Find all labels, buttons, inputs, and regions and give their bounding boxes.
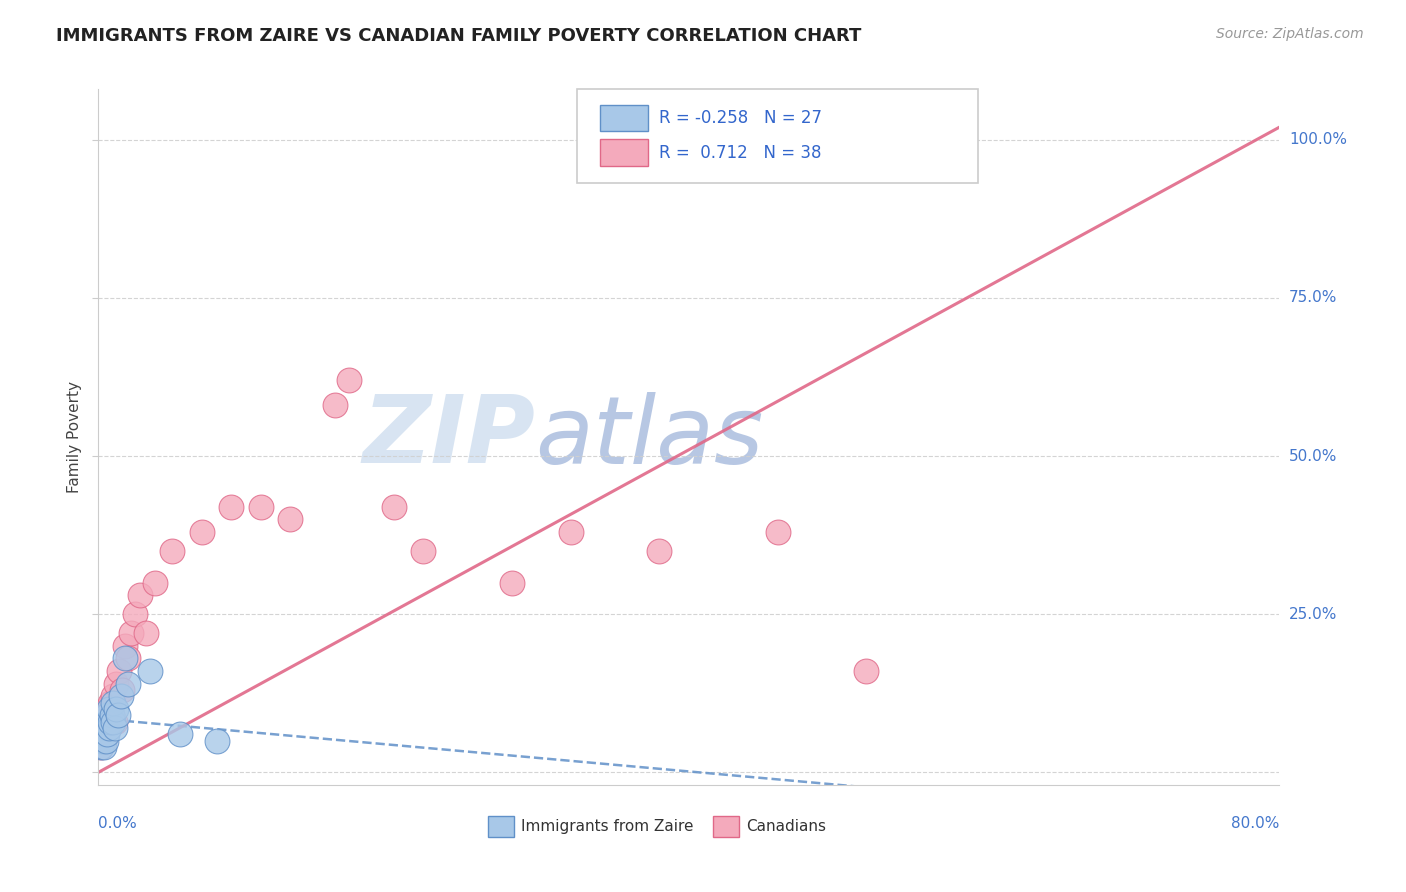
Point	[104, 721, 127, 735]
Text: 25.0%: 25.0%	[1289, 607, 1337, 622]
Text: 75.0%: 75.0%	[1289, 291, 1337, 305]
Text: 50.0%: 50.0%	[1289, 449, 1337, 464]
Point	[100, 708, 122, 723]
Point	[91, 714, 114, 729]
Point	[94, 721, 117, 735]
Point	[98, 696, 121, 710]
Point	[103, 690, 125, 704]
Text: R = -0.258   N = 27: R = -0.258 N = 27	[659, 109, 823, 127]
Point	[103, 714, 125, 729]
Point	[382, 500, 405, 514]
Text: Immigrants from Zaire: Immigrants from Zaire	[522, 819, 693, 834]
Point	[128, 588, 150, 602]
Point	[191, 524, 214, 539]
Text: Canadians: Canadians	[745, 819, 825, 834]
Text: Source: ZipAtlas.com: Source: ZipAtlas.com	[1216, 27, 1364, 41]
Point	[280, 512, 302, 526]
Point	[89, 733, 111, 747]
Point	[89, 733, 111, 747]
Point	[221, 500, 243, 514]
Point	[96, 708, 118, 723]
Point	[766, 524, 789, 539]
Text: R =  0.712   N = 38: R = 0.712 N = 38	[659, 144, 823, 161]
Point	[100, 708, 122, 723]
Point	[90, 739, 112, 754]
Point	[98, 714, 121, 729]
Point	[94, 721, 117, 735]
Point	[90, 727, 112, 741]
Point	[105, 702, 128, 716]
Point	[93, 708, 115, 723]
Point	[117, 677, 139, 691]
FancyBboxPatch shape	[576, 89, 979, 183]
Point	[855, 664, 877, 678]
Point	[94, 714, 117, 729]
FancyBboxPatch shape	[488, 816, 515, 837]
Point	[143, 575, 166, 590]
Point	[97, 714, 120, 729]
Point	[323, 399, 346, 413]
Point	[96, 727, 118, 741]
Text: 0.0%: 0.0%	[98, 815, 138, 830]
Point	[97, 702, 120, 716]
Point	[135, 626, 157, 640]
Point	[205, 733, 228, 747]
Point	[91, 733, 114, 747]
Point	[162, 544, 183, 558]
Point	[93, 733, 115, 747]
Point	[111, 683, 134, 698]
Y-axis label: Family Poverty: Family Poverty	[66, 381, 82, 493]
FancyBboxPatch shape	[600, 139, 648, 166]
Point	[104, 714, 127, 729]
Point	[91, 727, 114, 741]
Point	[96, 702, 118, 716]
Text: 100.0%: 100.0%	[1289, 132, 1347, 147]
Point	[501, 575, 523, 590]
FancyBboxPatch shape	[713, 816, 738, 837]
Point	[339, 373, 361, 387]
Point	[105, 677, 128, 691]
Point	[120, 626, 142, 640]
Point	[93, 739, 115, 754]
FancyBboxPatch shape	[600, 104, 648, 131]
Point	[94, 733, 117, 747]
Text: atlas: atlas	[536, 392, 763, 483]
Text: ZIP: ZIP	[363, 391, 536, 483]
Point	[560, 524, 582, 539]
Point	[139, 664, 162, 678]
Point	[117, 651, 139, 665]
Point	[90, 739, 112, 754]
Point	[103, 696, 125, 710]
Point	[250, 500, 273, 514]
Point	[169, 727, 191, 741]
Point	[412, 544, 434, 558]
Text: IMMIGRANTS FROM ZAIRE VS CANADIAN FAMILY POVERTY CORRELATION CHART: IMMIGRANTS FROM ZAIRE VS CANADIAN FAMILY…	[56, 27, 862, 45]
Point	[93, 727, 115, 741]
Point	[90, 721, 112, 735]
Point	[97, 721, 120, 735]
Text: 80.0%: 80.0%	[1232, 815, 1279, 830]
Point	[110, 690, 132, 704]
Point	[107, 708, 129, 723]
Point	[124, 607, 146, 622]
Point	[114, 651, 136, 665]
Point	[114, 639, 136, 653]
Point	[648, 544, 671, 558]
Point	[91, 721, 114, 735]
Point	[108, 664, 131, 678]
